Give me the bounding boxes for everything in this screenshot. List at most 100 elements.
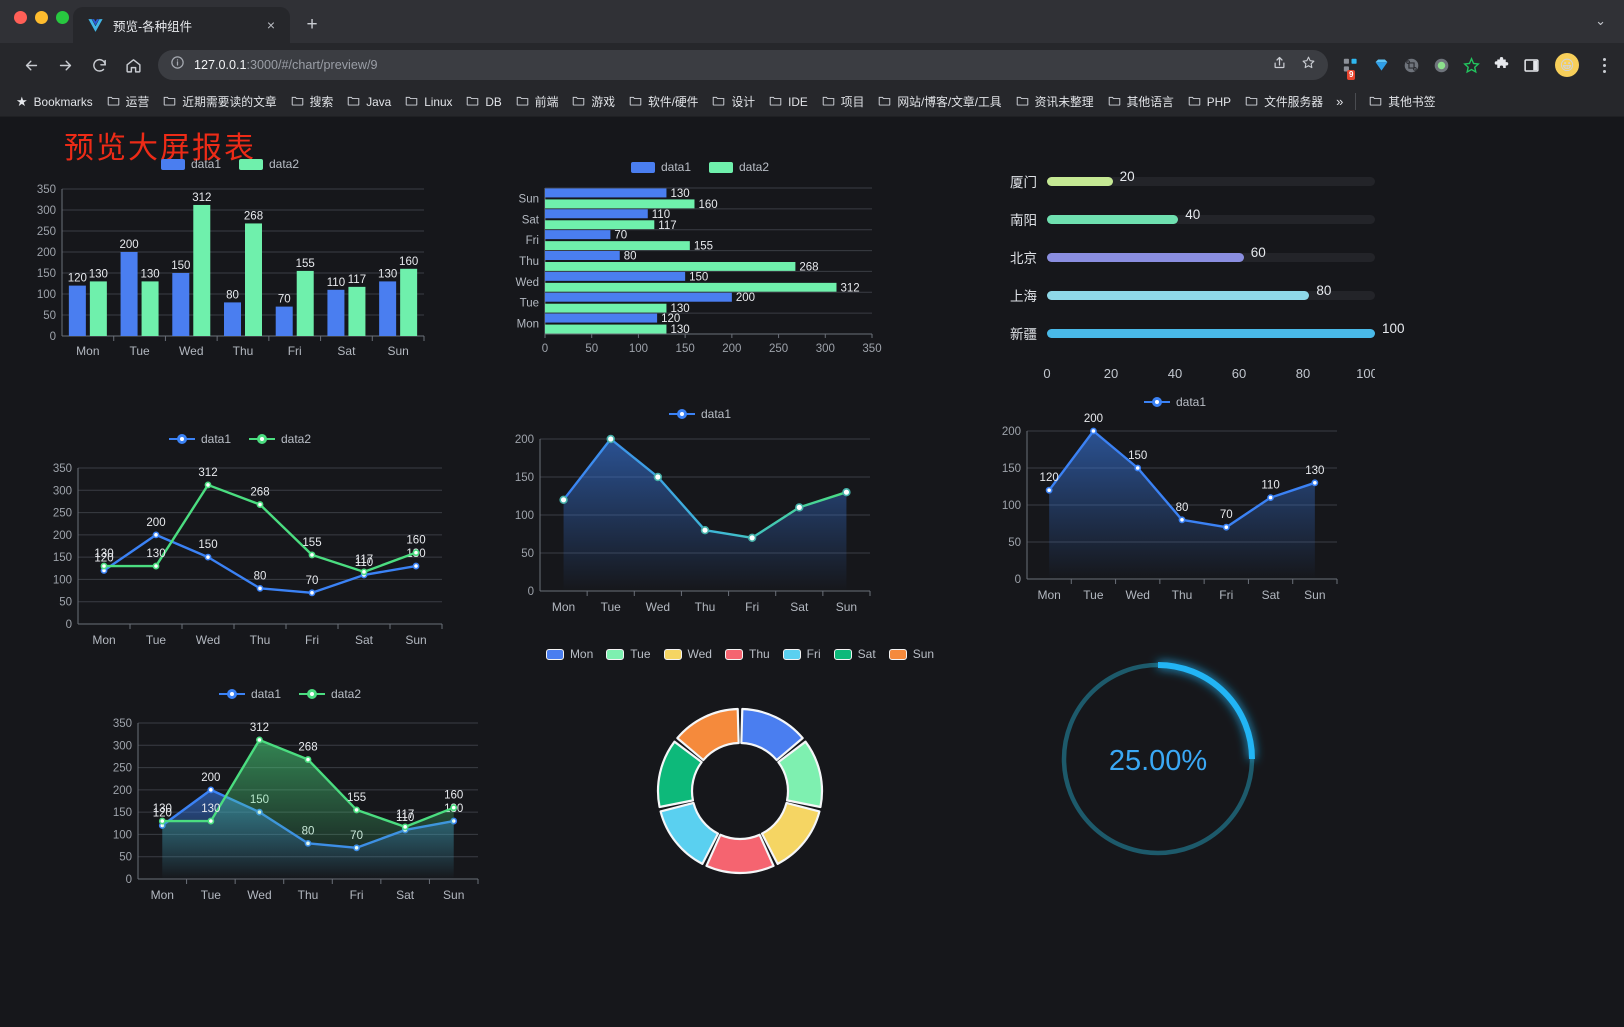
browser-tab[interactable]: 预览-各种组件 × bbox=[73, 7, 290, 43]
legend-item-wed[interactable]: Wed bbox=[663, 647, 712, 661]
legend-item-data1[interactable]: data1 bbox=[668, 407, 731, 421]
sidepanel-icon[interactable] bbox=[1522, 56, 1541, 75]
chart-bar-vertical: data1 data2 0 50 100 150 200 250 300 350 120 130 M… bbox=[20, 155, 440, 395]
svg-text:130: 130 bbox=[146, 548, 165, 560]
legend-item-mon[interactable]: Mon bbox=[545, 647, 593, 661]
bookmarks-overflow-icon[interactable]: » bbox=[1336, 94, 1344, 109]
svg-text:Mon: Mon bbox=[517, 319, 539, 331]
legend-item-data1[interactable]: data1 bbox=[160, 157, 221, 171]
bookmark-item-15[interactable]: PHP bbox=[1181, 92, 1238, 112]
legend-item-data2[interactable]: data2 bbox=[239, 157, 299, 171]
svg-text:Sat: Sat bbox=[1262, 588, 1281, 602]
window-controls[interactable] bbox=[14, 11, 69, 24]
legend-item-fri[interactable]: Fri bbox=[782, 647, 821, 661]
bookmark-item-8[interactable]: 软件/硬件 bbox=[622, 91, 705, 112]
svg-text:Tue: Tue bbox=[201, 888, 222, 902]
legend-item-sun[interactable]: Sun bbox=[888, 647, 935, 661]
svg-text:200: 200 bbox=[37, 247, 56, 259]
legend-swatch bbox=[663, 648, 682, 660]
bookmark-item-6[interactable]: 前端 bbox=[509, 91, 566, 112]
svg-text:Thu: Thu bbox=[298, 888, 319, 902]
svg-text:150: 150 bbox=[1128, 450, 1147, 462]
legend-swatch bbox=[782, 648, 801, 660]
bookmark-item-16[interactable]: 文件服务器 bbox=[1238, 91, 1330, 112]
other-bookmarks-folder[interactable]: 其他书签 bbox=[1362, 91, 1442, 112]
back-button[interactable] bbox=[16, 50, 46, 80]
bookmark-item-9[interactable]: 设计 bbox=[705, 91, 762, 112]
folder-icon bbox=[769, 94, 782, 110]
profile-avatar[interactable]: 😀 bbox=[1555, 53, 1579, 77]
bookmark-item-13[interactable]: 资讯未整理 bbox=[1009, 91, 1101, 112]
bookmark-item-4[interactable]: Linux bbox=[398, 92, 459, 112]
legend-swatch bbox=[545, 648, 564, 660]
bookmark-item-2[interactable]: 搜索 bbox=[284, 91, 341, 112]
bookmark-label: PHP bbox=[1206, 94, 1232, 109]
bookmark-item-5[interactable]: DB bbox=[459, 92, 508, 112]
home-button[interactable] bbox=[118, 50, 148, 80]
legend-label-data2: data2 bbox=[281, 432, 312, 446]
site-info-icon[interactable] bbox=[170, 55, 185, 75]
close-window-button[interactable] bbox=[14, 11, 27, 24]
circle-green-icon[interactable] bbox=[1432, 56, 1451, 75]
svg-text:0: 0 bbox=[1015, 574, 1021, 586]
chevron-down-icon[interactable]: ⌄ bbox=[1595, 13, 1606, 28]
puzzle-icon[interactable] bbox=[1492, 56, 1511, 75]
bookmark-item-3[interactable]: Java bbox=[340, 92, 398, 112]
legend-item-data2[interactable]: data2 bbox=[709, 160, 769, 174]
bookmark-star-icon[interactable] bbox=[1301, 55, 1316, 75]
progress-label: 北京 bbox=[1010, 251, 1037, 266]
bookmarks-manager-button[interactable]: ★ Bookmarks bbox=[9, 92, 100, 112]
legend-item-data1[interactable]: data1 bbox=[168, 432, 231, 446]
legend-label: Sun bbox=[912, 647, 935, 661]
progress-label: 上海 bbox=[1010, 289, 1037, 304]
progress-row: 厦门 20 bbox=[995, 162, 1375, 200]
bookmark-item-11[interactable]: 项目 bbox=[815, 91, 872, 112]
legend-item-data1[interactable]: data1 bbox=[630, 160, 691, 174]
close-tab-icon[interactable]: × bbox=[266, 17, 276, 33]
legend-label-data1: data1 bbox=[660, 160, 691, 174]
bookmark-item-1[interactable]: 近期需要读的文章 bbox=[156, 91, 283, 112]
gauge-value-label: 25.00% bbox=[1109, 745, 1207, 777]
minimize-window-button[interactable] bbox=[35, 11, 48, 24]
star-green-icon[interactable] bbox=[1462, 56, 1481, 75]
svg-text:Mon: Mon bbox=[552, 600, 575, 614]
kebab-menu-icon[interactable] bbox=[1594, 57, 1614, 73]
reload-button[interactable] bbox=[84, 50, 114, 80]
diamond-icon[interactable] bbox=[1372, 56, 1391, 75]
bookmark-label: 前端 bbox=[534, 95, 559, 109]
bookmarks-label: Bookmarks bbox=[33, 94, 93, 109]
svg-text:0: 0 bbox=[66, 619, 72, 631]
bookmark-item-12[interactable]: 网站/博客/文章/工具 bbox=[871, 91, 1008, 112]
bookmark-item-10[interactable]: IDE bbox=[762, 92, 815, 112]
folder-icon bbox=[822, 94, 835, 110]
chart-grid: data1 data2 0 50 100 150 200 250 300 350 120 130 M… bbox=[0, 117, 1624, 1027]
legend-item-thu[interactable]: Thu bbox=[724, 647, 770, 661]
svg-text:70: 70 bbox=[614, 230, 627, 242]
bookmark-item-14[interactable]: 其他语言 bbox=[1101, 91, 1181, 112]
new-tab-button[interactable]: + bbox=[306, 14, 318, 35]
legend-item-data2[interactable]: data2 bbox=[299, 687, 361, 701]
legend-area-single: data1 bbox=[985, 395, 1365, 409]
svg-text:150: 150 bbox=[676, 343, 695, 355]
progress-label: 厦门 bbox=[1010, 175, 1037, 190]
puzzle-grid-icon[interactable]: 9 bbox=[1342, 56, 1361, 80]
legend-item-sat[interactable]: Sat bbox=[833, 647, 876, 661]
legend-item-tue[interactable]: Tue bbox=[606, 647, 651, 661]
share-icon[interactable] bbox=[1272, 55, 1287, 75]
svg-text:350: 350 bbox=[862, 343, 881, 355]
svg-text:Mon: Mon bbox=[92, 633, 115, 647]
legend-item-data1[interactable]: data1 bbox=[218, 687, 281, 701]
svg-text:Tue: Tue bbox=[1083, 588, 1104, 602]
forward-button[interactable] bbox=[50, 50, 80, 80]
tab-title: 预览-各种组件 bbox=[113, 19, 193, 34]
svg-text:Sat: Sat bbox=[790, 600, 809, 614]
legend-donut: Mon Tue Wed Thu Fri Sat Sun bbox=[530, 647, 950, 661]
bookmark-item-0[interactable]: 运营 bbox=[100, 91, 157, 112]
address-bar[interactable]: 127.0.0.1:3000/#/chart/preview/9 bbox=[158, 50, 1328, 80]
bookmark-item-7[interactable]: 游戏 bbox=[565, 91, 622, 112]
legend-item-data2[interactable]: data2 bbox=[249, 432, 311, 446]
svg-text:100: 100 bbox=[37, 289, 56, 301]
legend-item-data1[interactable]: data1 bbox=[1143, 395, 1206, 409]
maximize-window-button[interactable] bbox=[56, 11, 69, 24]
command-icon[interactable] bbox=[1402, 56, 1421, 75]
